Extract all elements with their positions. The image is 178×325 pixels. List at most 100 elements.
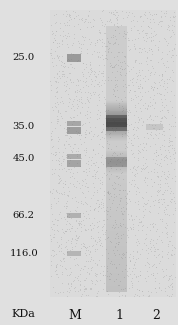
Point (104, 85, 106, 90)
Point (96, 222, 99, 227)
Point (121, 237, 124, 242)
Point (105, 107, 108, 112)
Point (56, 116, 59, 121)
Point (124, 119, 127, 124)
Point (87, 184, 90, 189)
Bar (106, 244, 127, 245)
Point (114, 287, 117, 292)
Point (162, 252, 165, 257)
Point (75, 76, 78, 82)
Point (69, 76, 72, 82)
Point (172, 70, 175, 75)
Point (96, 117, 99, 122)
Point (132, 217, 134, 223)
Point (127, 232, 130, 237)
Point (111, 280, 114, 285)
Point (98, 78, 101, 83)
Point (116, 193, 118, 198)
Point (110, 151, 112, 156)
Point (152, 281, 155, 287)
Point (116, 291, 119, 296)
Bar (106, 197, 127, 198)
Point (79, 288, 82, 293)
Point (88, 215, 91, 220)
Bar (106, 166, 127, 167)
Point (155, 182, 158, 187)
Point (67, 302, 70, 307)
Point (86, 156, 89, 161)
Bar (106, 195, 127, 196)
Bar (106, 157, 127, 158)
Point (156, 140, 159, 145)
Bar (106, 83, 127, 84)
Point (70, 180, 72, 185)
Point (129, 205, 132, 210)
Point (73, 196, 75, 201)
Point (149, 171, 151, 176)
Bar (67, 160, 81, 167)
Point (83, 37, 86, 43)
Point (168, 30, 171, 35)
Point (156, 293, 159, 299)
Bar (106, 263, 127, 264)
Point (128, 207, 131, 212)
Point (107, 274, 110, 280)
Point (116, 300, 118, 306)
Point (165, 42, 168, 47)
Point (173, 120, 176, 125)
Point (149, 74, 152, 79)
Point (173, 222, 176, 227)
Point (147, 291, 150, 296)
Point (133, 160, 136, 165)
Point (97, 252, 100, 257)
Point (100, 162, 103, 168)
Point (86, 245, 89, 250)
Point (124, 173, 126, 178)
Point (101, 241, 104, 246)
Point (155, 44, 158, 49)
Point (134, 49, 136, 54)
Bar (106, 185, 127, 186)
Bar (106, 49, 127, 50)
Point (170, 260, 173, 265)
Text: 25.0: 25.0 (12, 53, 35, 62)
Point (166, 234, 169, 239)
Bar (106, 130, 127, 131)
Point (171, 245, 174, 251)
Point (104, 42, 107, 47)
Point (116, 110, 119, 115)
Bar (106, 208, 127, 209)
Point (63, 158, 66, 163)
Point (128, 266, 131, 272)
Point (62, 241, 65, 246)
Point (171, 162, 174, 168)
Point (99, 72, 102, 78)
Point (148, 267, 151, 272)
Point (155, 122, 158, 127)
Bar (106, 172, 127, 173)
Point (94, 44, 97, 49)
Point (74, 86, 77, 91)
Point (54, 25, 56, 31)
Point (172, 103, 175, 108)
Point (51, 103, 54, 108)
Point (174, 273, 177, 279)
Point (91, 167, 94, 172)
Point (81, 104, 84, 109)
Point (125, 65, 128, 70)
Point (168, 76, 171, 81)
Point (146, 247, 149, 252)
Point (136, 112, 139, 118)
Point (119, 36, 121, 41)
Bar (106, 30, 127, 31)
Point (99, 129, 102, 135)
Point (72, 279, 75, 284)
Bar (106, 47, 127, 48)
Point (110, 168, 113, 173)
Point (61, 34, 63, 39)
Point (149, 75, 152, 81)
Point (159, 130, 161, 135)
Point (57, 271, 60, 276)
Point (58, 261, 61, 266)
Point (136, 190, 139, 196)
